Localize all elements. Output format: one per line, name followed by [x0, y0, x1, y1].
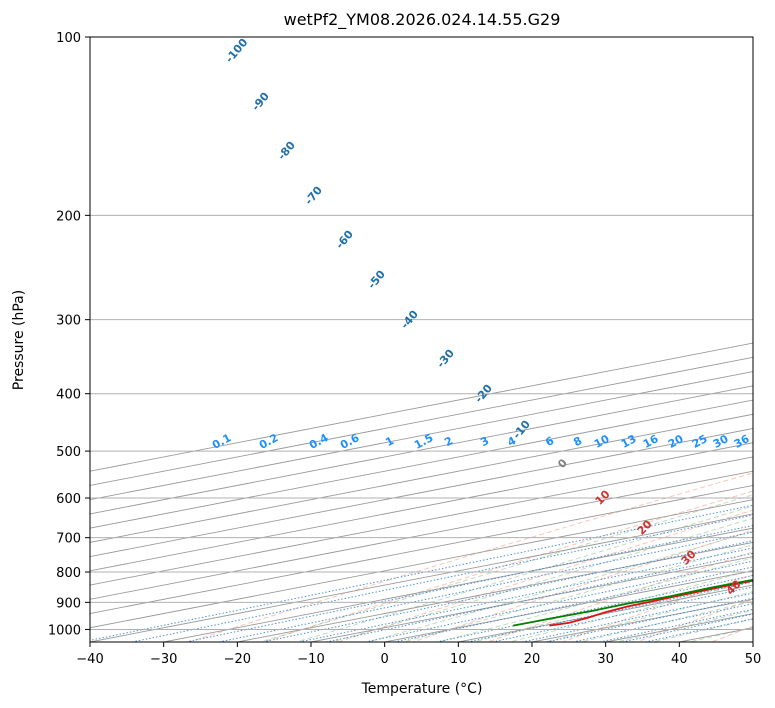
mixing-ratio-line: [185, 525, 753, 642]
x-tick-label: 20: [524, 652, 541, 667]
dry-adiabat: [188, 472, 753, 642]
mixing-ratio-line: [599, 608, 753, 642]
y-tick-label: 1000: [48, 623, 81, 638]
x-tick-label: 30: [597, 652, 614, 667]
x-tick-label: 50: [745, 652, 762, 667]
x-tick-label: −30: [150, 652, 177, 667]
y-tick-label: 700: [56, 532, 81, 547]
mixing-ratio-line: [572, 603, 753, 642]
y-tick-label: 800: [56, 566, 81, 581]
isotherm-line: [163, 527, 753, 642]
temperature-profile-line: [549, 579, 753, 627]
isotherm-line: [90, 428, 753, 558]
moist-adiabat: [258, 494, 753, 642]
mixing-ratio-label: 13: [619, 432, 639, 451]
y-axis-label: Pressure (hPa): [11, 290, 27, 390]
isotherm-line: [90, 470, 753, 600]
mixing-ratio-line: [546, 597, 753, 642]
y-tick-label: 500: [56, 445, 81, 460]
y-axis-ticks: 1000 900 800 700 600 500 400 300 200 100: [48, 31, 90, 638]
isotherm-line: [90, 499, 753, 629]
x-tick-label: 0: [381, 652, 389, 667]
moist-adiabat: [401, 544, 753, 642]
chart-title: wetPf2_YM08.2026.024.14.55.G29: [284, 10, 561, 30]
y-tick-label: 100: [56, 31, 81, 46]
mixing-ratio-label: 20: [666, 432, 686, 451]
y-tick-label: 400: [56, 388, 81, 403]
isotherm-line: [90, 442, 753, 572]
mixing-ratio-line: [622, 613, 753, 642]
isotherm-line: [90, 484, 753, 614]
mixing-ratio-line: [131, 514, 753, 642]
x-tick-label: −10: [297, 652, 324, 667]
mixing-ratio-label: 36: [732, 432, 752, 451]
x-axis-label: Temperature (°C): [361, 681, 483, 697]
y-tick-label: 600: [56, 492, 81, 507]
x-tick-label: 10: [450, 652, 467, 667]
mixing-ratio-label: 10: [592, 432, 612, 451]
y-tick-label: 900: [56, 596, 81, 611]
x-tick-label: −20: [224, 652, 251, 667]
x-axis-ticks: −40 −30 −20 −10 0 10 20 30 40 50: [76, 642, 761, 667]
isotherm-line: [90, 456, 753, 586]
mixing-ratio-label: 16: [641, 432, 661, 451]
moist-adiabat: [365, 530, 753, 642]
series-layer: [513, 578, 753, 627]
moist-adiabat: [294, 505, 753, 642]
y-tick-label: 200: [56, 209, 81, 224]
y-tick-label: 300: [56, 314, 81, 329]
mixing-ratio-line: [218, 531, 753, 642]
mixing-ratio-line: [299, 547, 753, 642]
x-tick-label: −40: [76, 652, 103, 667]
plot-area: [90, 37, 753, 642]
mixing-ratio-line: [365, 560, 753, 642]
mixing-ratio-line: [262, 540, 753, 642]
background-lines: [90, 342, 753, 642]
isotherm-line: [90, 413, 753, 543]
mixing-ratio-label: 25: [690, 432, 710, 451]
pressure-gridlines: [90, 37, 753, 630]
plot-frame: [89, 36, 754, 643]
mixing-ratio-label: 30: [711, 432, 731, 451]
isotherm-line: [90, 513, 753, 642]
x-tick-label: 40: [671, 652, 688, 667]
moist-adiabat: [471, 569, 753, 642]
mixing-ratio-line: [521, 592, 753, 642]
